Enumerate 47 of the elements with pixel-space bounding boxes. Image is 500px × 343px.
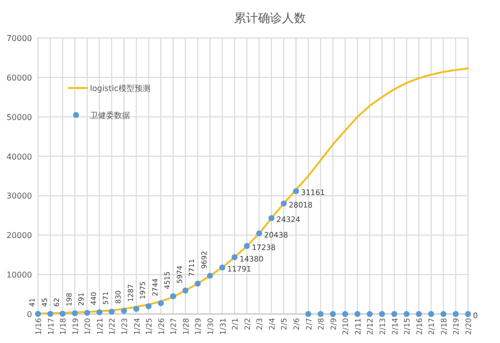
point: [158, 300, 164, 306]
point: [72, 310, 78, 316]
y-tick-label: 40000: [6, 152, 32, 162]
legend-label: logistic模型预测: [90, 84, 150, 93]
point: [465, 311, 471, 317]
point: [60, 310, 66, 317]
point: [416, 311, 422, 317]
point: [305, 311, 312, 317]
point: [146, 303, 152, 310]
point: [170, 293, 176, 300]
y-tick-label: 0: [26, 310, 32, 319]
point: [318, 311, 324, 317]
y-tick-label: 70000: [6, 34, 32, 43]
legend-label: 卫健委数据: [90, 111, 130, 120]
point: [194, 280, 201, 287]
point: [452, 311, 459, 317]
point: [133, 306, 140, 312]
point: [35, 310, 41, 317]
point: [256, 230, 262, 236]
y-tick-label: 60000: [6, 73, 32, 82]
point: [366, 311, 373, 317]
y-tick-label: 20000: [6, 231, 32, 240]
point: [428, 311, 434, 317]
point: [391, 311, 398, 317]
point: [84, 310, 90, 316]
point: [342, 311, 348, 317]
chart-title: 累计确诊人数: [234, 11, 306, 25]
point: [293, 188, 299, 194]
point: [96, 309, 102, 316]
point: [379, 311, 385, 317]
point: [354, 311, 360, 317]
point: [244, 243, 250, 250]
point: [280, 200, 287, 207]
point: [47, 310, 54, 317]
point: [404, 311, 410, 317]
point: [182, 287, 188, 294]
point: [268, 215, 274, 222]
point: [108, 308, 115, 315]
point: [121, 308, 127, 314]
y-tick-label: 50000: [6, 112, 32, 122]
point: [219, 264, 226, 271]
y-tick-label: 10000: [6, 270, 32, 280]
y-tick-label: 30000: [6, 192, 32, 201]
point: [232, 254, 238, 260]
point: [440, 311, 446, 317]
point: [330, 311, 336, 317]
point: [207, 272, 213, 279]
